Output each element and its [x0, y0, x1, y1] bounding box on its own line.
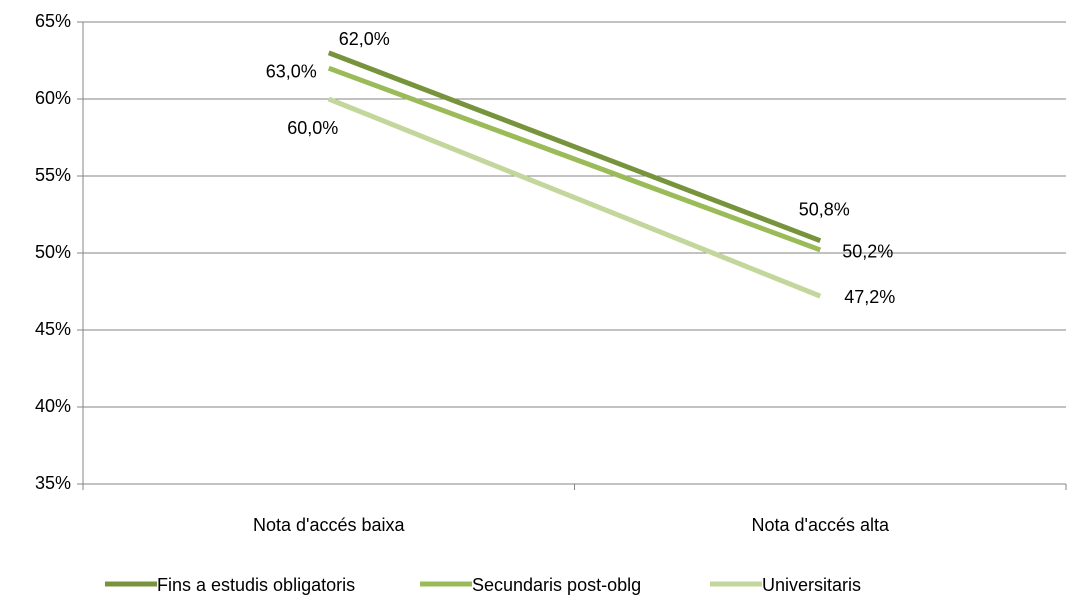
y-tick-label: 40%: [35, 396, 71, 416]
series-line: [327, 65, 822, 253]
series-line: [327, 50, 822, 244]
data-label: 62,0%: [339, 29, 390, 49]
y-tick-label: 45%: [35, 319, 71, 339]
x-tick-label: Nota d'accés alta: [751, 515, 890, 535]
legend-label: Fins a estudis obligatoris: [157, 575, 355, 595]
y-tick-label: 60%: [35, 88, 71, 108]
series-line: [327, 96, 822, 299]
x-tick-label: Nota d'accés baixa: [253, 515, 406, 535]
legend-label: Universitaris: [762, 575, 861, 595]
y-tick-label: 50%: [35, 242, 71, 262]
data-label: 63,0%: [266, 62, 317, 82]
data-label: 50,8%: [799, 199, 850, 219]
y-tick-label: 65%: [35, 11, 71, 31]
y-tick-label: 55%: [35, 165, 71, 185]
y-tick-label: 35%: [35, 473, 71, 493]
legend-label: Secundaris post-oblg: [472, 575, 641, 595]
data-label: 60,0%: [287, 118, 338, 138]
data-label: 50,2%: [842, 242, 893, 262]
data-label: 47,2%: [844, 287, 895, 307]
